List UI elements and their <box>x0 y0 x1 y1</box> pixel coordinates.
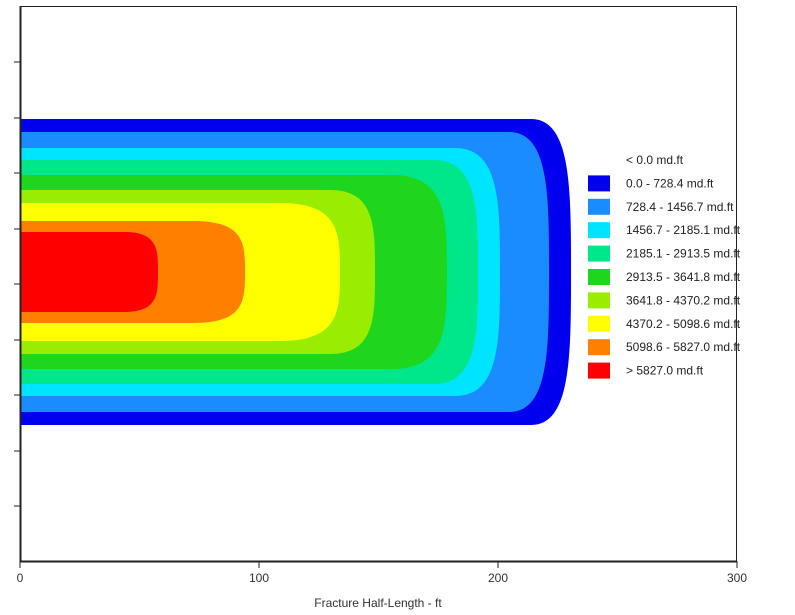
legend-label-0: < 0.0 md.ft <box>626 153 684 167</box>
x-tick-label-100: 100 <box>249 571 269 585</box>
legend-swatch-8 <box>588 339 610 356</box>
legend: < 0.0 md.ft 0.0 - 728.4 md.ft 728.4 - 1456… <box>588 153 741 379</box>
legend-swatch-9 <box>588 362 610 379</box>
x-tick-label-0: 0 <box>17 571 24 585</box>
contour-notch-bottom <box>510 340 548 376</box>
contour-notch-top <box>510 168 548 204</box>
legend-swatch-6 <box>588 292 610 309</box>
legend-swatch-7 <box>588 315 610 332</box>
legend-label-4: 2185.1 - 2913.5 md.ft <box>626 247 741 261</box>
x-axis-label: Fracture Half-Length - ft <box>314 596 442 610</box>
legend-label-1: 0.0 - 728.4 md.ft <box>626 176 714 190</box>
contour-layers <box>20 119 571 425</box>
y-axis-ticks <box>14 61 20 507</box>
legend-swatch-3 <box>588 222 610 239</box>
legend-label-5: 2913.5 - 3641.8 md.ft <box>626 270 741 284</box>
legend-label-2: 728.4 - 1456.7 md.ft <box>626 200 734 214</box>
legend-swatch-1 <box>588 175 610 192</box>
legend-label-9: > 5827.0 md.ft <box>626 364 704 378</box>
legend-label-8: 5098.6 - 5827.0 md.ft <box>626 340 741 354</box>
contour-band-9 <box>20 232 158 312</box>
legend-swatch-4 <box>588 245 610 262</box>
legend-label-7: 4370.2 - 5098.6 md.ft <box>626 317 741 331</box>
x-tick-label-300: 300 <box>727 571 747 585</box>
legend-label-6: 3641.8 - 4370.2 md.ft <box>626 293 741 307</box>
legend-swatch-5 <box>588 269 610 285</box>
legend-swatch-2 <box>588 198 610 215</box>
x-axis-ticks: 0 100 200 300 <box>17 561 747 585</box>
x-tick-label-200: 200 <box>488 571 508 585</box>
legend-label-3: 1456.7 - 2185.1 md.ft <box>626 223 741 237</box>
